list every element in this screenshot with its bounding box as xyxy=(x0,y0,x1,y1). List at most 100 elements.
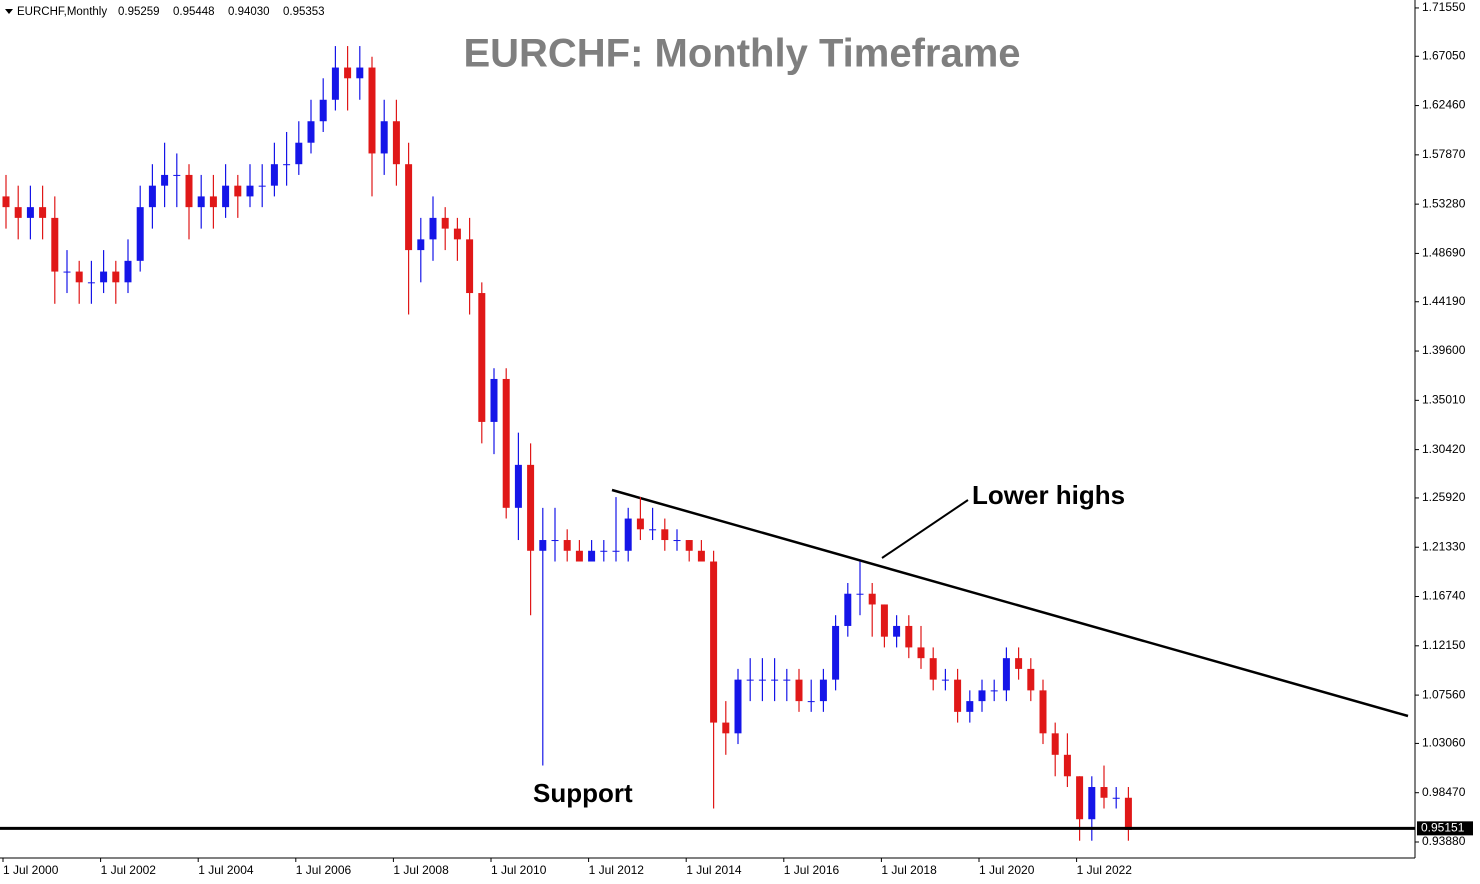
candle-body xyxy=(673,540,681,542)
candle-body xyxy=(63,271,71,273)
candle-body xyxy=(319,99,327,122)
candle-body xyxy=(283,164,291,166)
candle-body xyxy=(222,185,230,208)
candle-body xyxy=(819,679,827,702)
y-tick-label: 1.62460 xyxy=(1422,98,1466,112)
candle-body xyxy=(466,239,474,294)
candle-body xyxy=(929,658,937,680)
y-tick-label: 1.30420 xyxy=(1422,442,1466,456)
x-tick-label: 1 Jul 2022 xyxy=(1077,863,1133,877)
candle-body xyxy=(795,679,803,702)
candle-body xyxy=(1002,658,1010,691)
candle-body xyxy=(917,647,925,659)
candle-body xyxy=(758,679,766,681)
header-values: 0.95259 0.95448 0.94030 0.95353 xyxy=(118,6,325,18)
candle-body xyxy=(209,196,217,208)
candle-body xyxy=(1039,690,1047,734)
candle-body xyxy=(941,679,949,681)
candle-body xyxy=(1051,733,1059,755)
candle-body xyxy=(258,185,266,187)
candle-body xyxy=(734,679,742,734)
y-tick-label: 0.98470 xyxy=(1422,785,1466,799)
x-tick-label: 1 Jul 2002 xyxy=(101,863,157,877)
candle-body xyxy=(612,550,620,552)
candle-body xyxy=(478,293,486,422)
y-tick-label: 1.48690 xyxy=(1422,246,1466,260)
x-tick-label: 1 Jul 2014 xyxy=(686,863,742,877)
candle-body xyxy=(2,196,10,208)
candle-body xyxy=(966,701,974,712)
y-tick-label: 1.35010 xyxy=(1422,393,1466,407)
candle-body xyxy=(954,679,962,712)
candle-body xyxy=(856,593,864,595)
candle-body xyxy=(14,207,22,218)
chart-title: EURCHF: Monthly Timeframe xyxy=(463,32,1020,76)
x-tick-label: 1 Jul 2016 xyxy=(784,863,840,877)
candle-body xyxy=(1015,658,1023,669)
y-tick-label: 0.93880 xyxy=(1422,834,1466,848)
candle-body xyxy=(490,378,498,422)
candle-body xyxy=(26,207,34,218)
y-tick-label: 1.67050 xyxy=(1422,48,1466,62)
annotation-pointer xyxy=(881,499,969,559)
candle-body xyxy=(270,164,278,186)
candle-body xyxy=(978,690,986,702)
trendline xyxy=(611,488,1409,718)
annotation: Support xyxy=(533,778,633,808)
candle-body xyxy=(429,217,437,240)
candle-body xyxy=(75,271,83,283)
y-tick-label: 1.07560 xyxy=(1422,687,1466,701)
candle-body xyxy=(527,464,535,551)
x-tick-label: 1 Jul 2004 xyxy=(198,863,254,877)
candle-body xyxy=(1088,787,1096,820)
candle-body xyxy=(832,625,840,680)
candle-body xyxy=(807,701,815,703)
candle-body xyxy=(356,67,364,79)
header-value: 0.95259 xyxy=(118,6,160,18)
candle-body xyxy=(514,464,522,508)
candle-body xyxy=(380,121,388,154)
header-value: 0.95353 xyxy=(283,6,325,18)
candle-body xyxy=(441,217,449,229)
candle-body xyxy=(1076,776,1084,820)
candle-body xyxy=(344,67,352,79)
candle-body xyxy=(600,550,608,552)
candle-body xyxy=(893,625,901,637)
candle-body xyxy=(624,518,632,551)
candle-body xyxy=(148,185,156,208)
candle-body xyxy=(173,174,181,176)
candle-body xyxy=(39,207,47,218)
y-tick-label: 1.71550 xyxy=(1422,0,1466,14)
y-tick-label: 1.21330 xyxy=(1422,539,1466,553)
candle-body xyxy=(1027,668,1035,691)
candle-body xyxy=(100,271,108,283)
candle-body xyxy=(588,550,596,562)
candle-body xyxy=(575,550,583,562)
x-tick-label: 1 Jul 2018 xyxy=(881,863,937,877)
annotation: Lower highs xyxy=(972,480,1125,510)
candle-body xyxy=(331,67,339,100)
candle-body xyxy=(161,174,169,186)
price-label: 0.95151 xyxy=(1421,821,1465,835)
candle-body xyxy=(868,593,876,605)
candle-body xyxy=(636,518,644,530)
candle-body xyxy=(51,217,59,272)
y-tick-label: 1.12150 xyxy=(1422,638,1466,652)
x-tick-label: 1 Jul 2008 xyxy=(393,863,449,877)
y-tick-label: 1.16740 xyxy=(1422,589,1466,603)
y-tick-label: 1.57870 xyxy=(1422,147,1466,161)
candle-body xyxy=(185,174,193,208)
candle-body xyxy=(649,529,657,531)
y-tick-label: 1.39600 xyxy=(1422,343,1466,357)
candle-body xyxy=(771,679,779,681)
y-tick-label: 1.25920 xyxy=(1422,490,1466,504)
candle-body xyxy=(539,540,547,551)
header-icon xyxy=(5,9,13,14)
x-tick-label: 1 Jul 2012 xyxy=(589,863,645,877)
candle-body xyxy=(124,260,132,283)
candle-body xyxy=(1063,754,1071,777)
candle-body xyxy=(697,550,705,562)
candle-body xyxy=(502,378,510,508)
